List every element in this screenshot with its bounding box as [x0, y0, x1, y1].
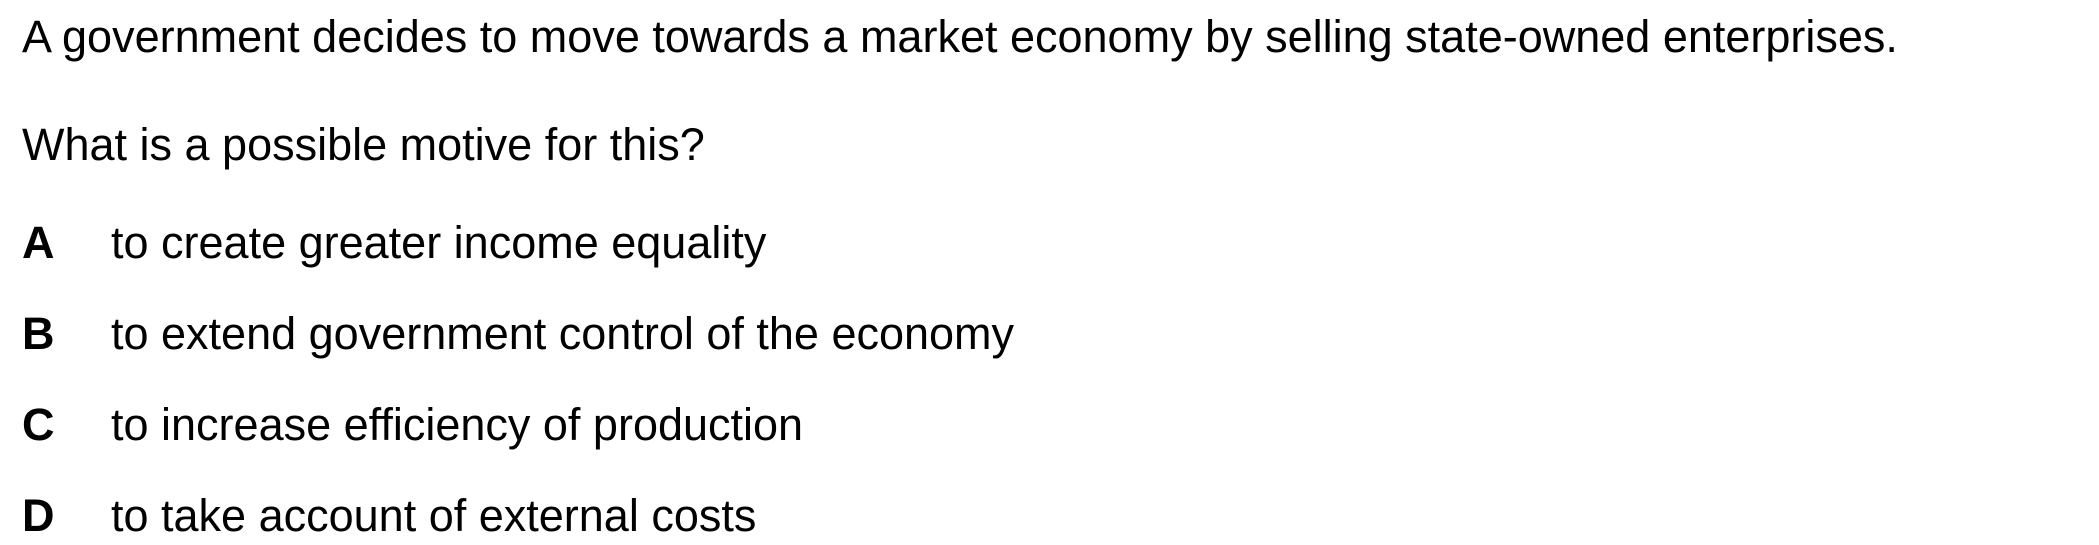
option-a-letter: A — [22, 217, 55, 268]
question-stem: A government decides to move towards a m… — [22, 11, 1898, 62]
option-c-letter: C — [22, 399, 55, 450]
option-b-text: to extend government control of the econ… — [111, 308, 1015, 359]
option-c-text: to increase efficiency of production — [111, 399, 804, 450]
option-a-text: to create greater income equality — [111, 217, 767, 268]
option-d-letter: D — [22, 490, 55, 541]
option-b-letter: B — [22, 308, 55, 359]
question-prompt: What is a possible motive for this? — [22, 119, 705, 170]
option-d-text: to take account of external costs — [111, 490, 757, 541]
